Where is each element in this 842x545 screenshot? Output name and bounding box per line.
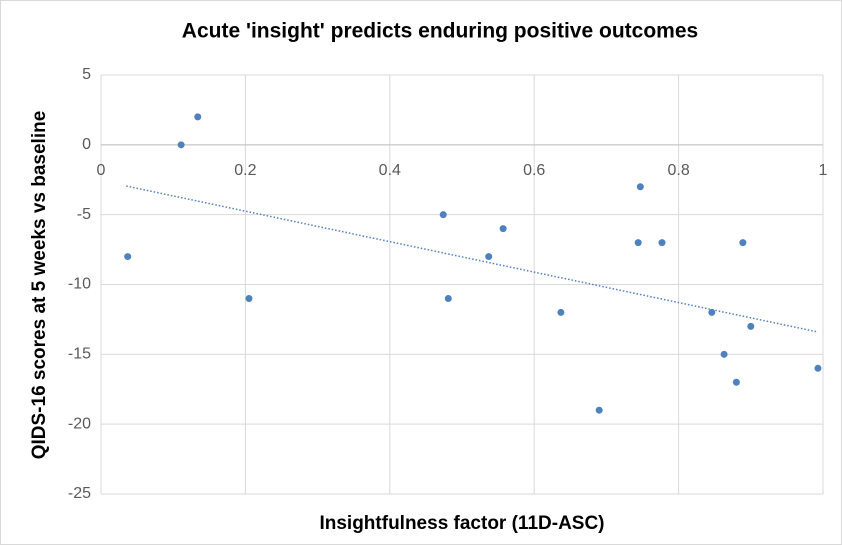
y-tick-label: -20 xyxy=(68,415,91,432)
chart-title: Acute 'insight' predicts enduring positi… xyxy=(182,20,698,43)
y-tick-label: -5 xyxy=(77,206,91,223)
y-tick-label: 5 xyxy=(82,66,91,83)
point xyxy=(708,308,716,316)
point xyxy=(444,294,452,302)
point xyxy=(720,350,728,358)
point xyxy=(124,253,132,261)
point xyxy=(636,183,644,191)
x-tick-label: 0.8 xyxy=(667,162,689,179)
point xyxy=(485,253,493,261)
trendline xyxy=(126,185,819,333)
point xyxy=(439,211,447,219)
point xyxy=(732,378,740,386)
x-tick-label: 0 xyxy=(97,162,106,179)
point xyxy=(814,364,822,372)
point xyxy=(739,239,747,247)
point xyxy=(658,239,666,247)
point xyxy=(245,294,253,302)
x-axis-label: Insightfulness factor (11D-ASC) xyxy=(319,513,604,534)
point xyxy=(499,225,507,233)
point xyxy=(177,141,185,149)
y-axis-label: QIDS-16 scores at 5 weeks vs baseline xyxy=(29,111,50,460)
point xyxy=(557,308,565,316)
x-tick-label: 1 xyxy=(819,162,828,179)
point xyxy=(595,406,603,414)
x-tick-label: 0.4 xyxy=(379,162,401,179)
y-tick-label: -15 xyxy=(68,346,91,363)
y-tick-label: -10 xyxy=(68,276,91,293)
point xyxy=(747,322,755,330)
x-tick-label: 0.6 xyxy=(523,162,545,179)
y-tick-label: -25 xyxy=(68,485,91,502)
y-tick-label: 0 xyxy=(82,136,91,153)
x-tick-label: 0.2 xyxy=(234,162,256,179)
point xyxy=(194,113,202,121)
point xyxy=(634,239,642,247)
